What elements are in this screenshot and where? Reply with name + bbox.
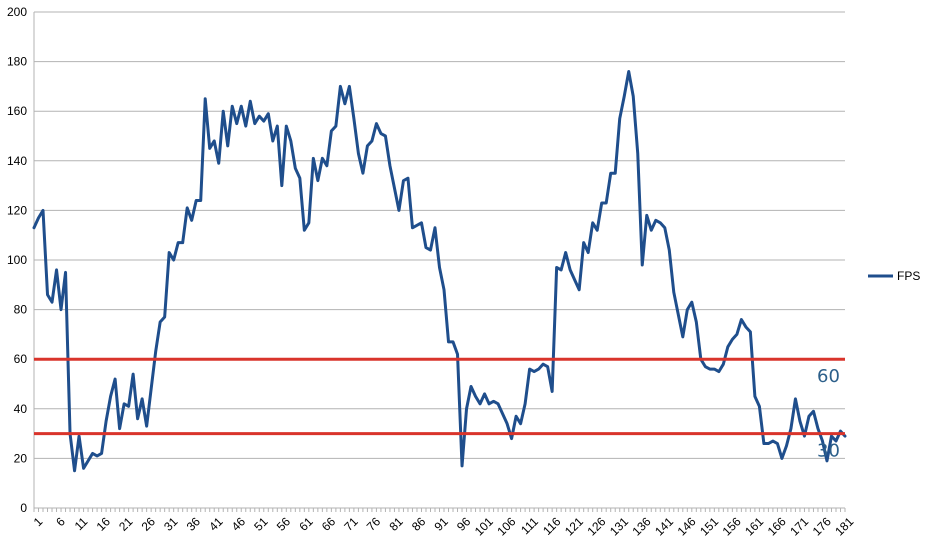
x-tick-label: 16 <box>94 514 114 534</box>
legend-label-fps: FPS <box>897 269 920 283</box>
axes <box>33 12 846 512</box>
y-tick-label: 80 <box>14 303 28 317</box>
x-tick-label: 111 <box>518 514 541 537</box>
x-tick-label: 61 <box>296 514 316 534</box>
x-tick-label: 136 <box>630 514 654 538</box>
reference-label-30: 30 <box>817 441 840 462</box>
x-tick-label: 181 <box>832 514 856 538</box>
y-tick-label: 140 <box>7 154 27 168</box>
x-tick-label: 121 <box>562 514 586 538</box>
x-tick-label: 51 <box>251 514 271 534</box>
reference-label-60: 60 <box>817 366 840 387</box>
x-tick-label: 1 <box>31 514 46 529</box>
x-tick-label: 146 <box>675 514 699 538</box>
y-tick-label: 160 <box>7 104 27 118</box>
x-tick-label: 21 <box>116 514 136 534</box>
x-tick-label: 126 <box>584 514 608 538</box>
x-tick-label: 166 <box>765 514 789 538</box>
x-tick-label: 6 <box>53 514 68 529</box>
x-tick-label: 81 <box>386 514 406 534</box>
x-tick-label: 156 <box>720 514 744 538</box>
y-axis-tick-labels: 0 20 40 60 80 100 120 140 160 180 200 <box>7 5 27 515</box>
x-tick-label: 91 <box>431 514 451 534</box>
x-tick-label: 151 <box>697 514 721 538</box>
x-tick-label: 76 <box>364 514 384 534</box>
y-tick-label: 100 <box>7 253 27 267</box>
x-tick-label: 31 <box>161 514 181 534</box>
grid-lines <box>34 11 845 459</box>
x-tick-label: 46 <box>229 514 249 534</box>
x-tick-label: 101 <box>472 514 496 538</box>
x-tick-label: 131 <box>607 514 631 538</box>
x-tick-label: 71 <box>341 514 361 534</box>
x-tick-label: 56 <box>274 514 294 534</box>
x-tick-label: 96 <box>454 514 474 534</box>
x-tick-label: 11 <box>72 514 91 533</box>
x-tick-label: 116 <box>540 514 564 538</box>
series-line-fps <box>32 70 847 473</box>
x-tick-label: 66 <box>319 514 339 534</box>
x-tick-label: 41 <box>206 514 226 534</box>
legend: FPS <box>868 269 920 283</box>
x-tick-label: 86 <box>409 514 429 534</box>
x-tick-label: 176 <box>810 514 834 538</box>
x-axis-tick-labels: 1 6 11 16 21 26 31 36 41 46 51 56 61 66 71 76 81 86 91 9610… <box>31 514 857 538</box>
reference-lines: 60 30 <box>34 357 845 462</box>
x-tick-label: 36 <box>184 514 204 534</box>
x-tick-label: 106 <box>494 514 518 538</box>
x-tick-label: 161 <box>742 514 766 538</box>
y-tick-label: 20 <box>14 451 28 465</box>
x-tick-label: 141 <box>652 514 676 538</box>
y-tick-label: 40 <box>14 402 28 416</box>
y-tick-label: 120 <box>7 203 27 217</box>
y-tick-label: 180 <box>7 55 27 69</box>
y-tick-label: 60 <box>14 352 28 366</box>
x-tick-label: 26 <box>139 514 159 534</box>
x-tick-label: 171 <box>787 514 811 538</box>
y-tick-label: 200 <box>7 5 27 19</box>
series-layer <box>32 70 847 473</box>
y-tick-label: 0 <box>20 501 27 515</box>
